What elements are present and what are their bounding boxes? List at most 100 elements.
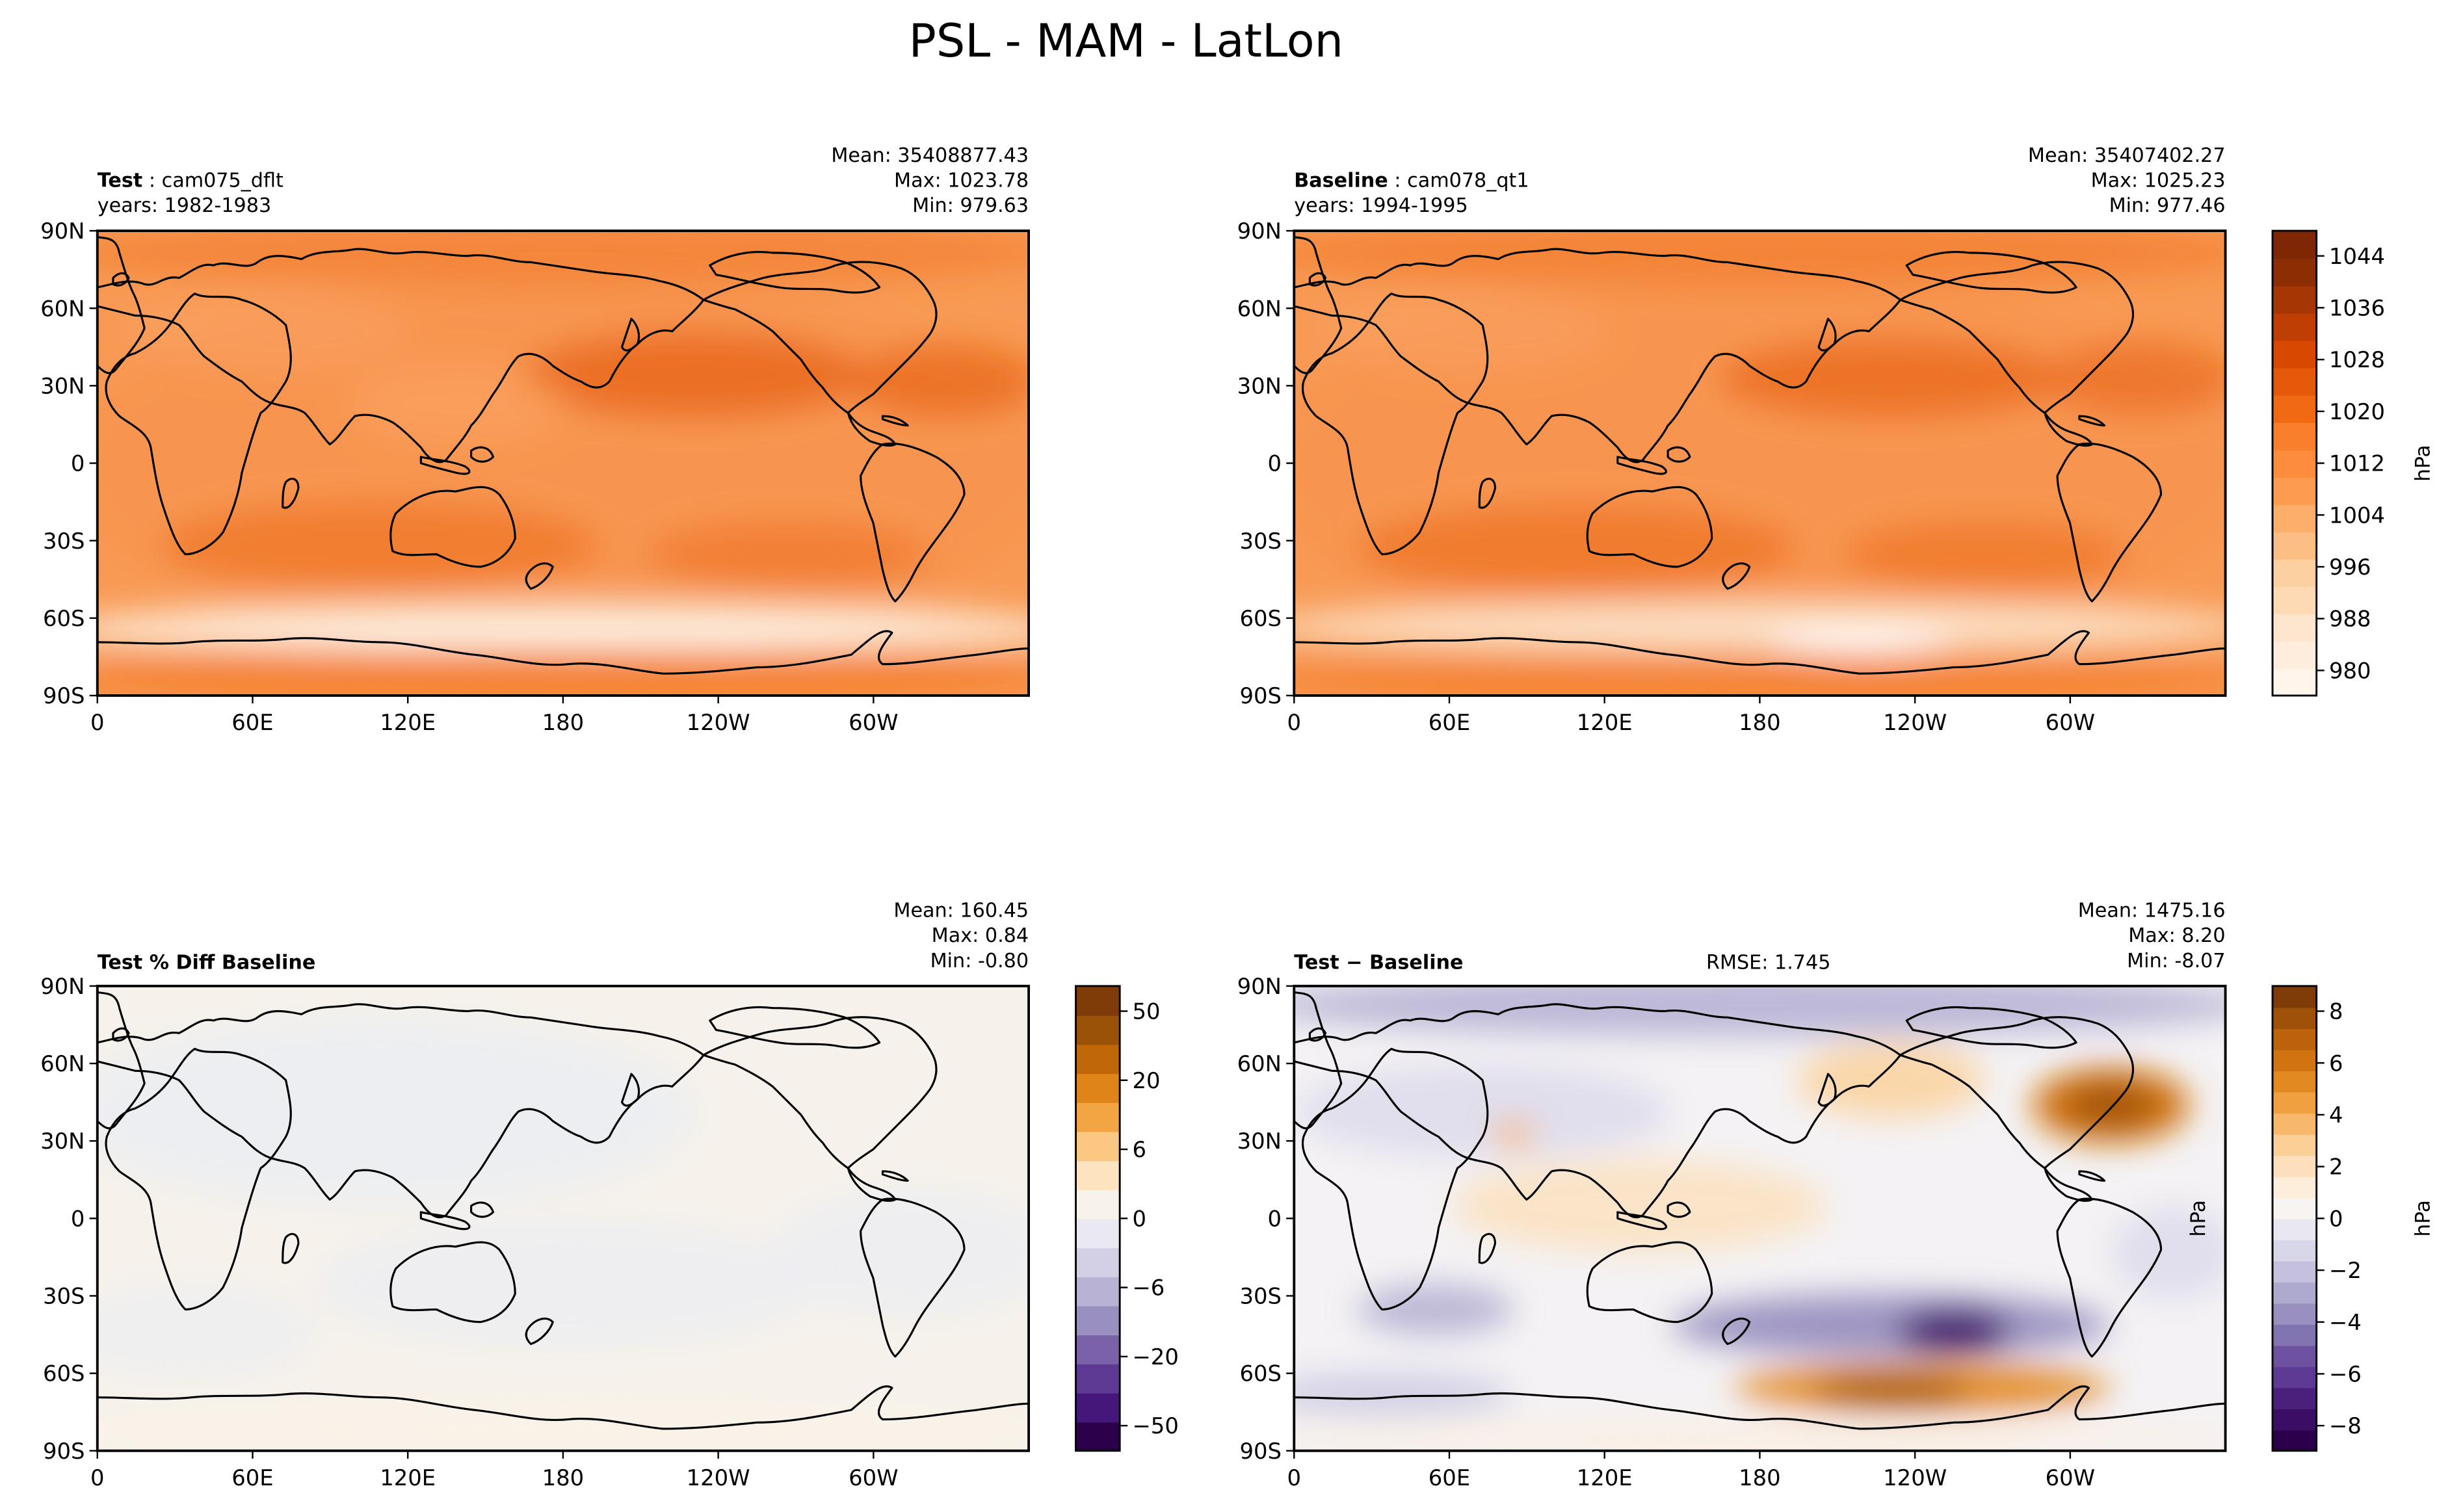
colorbar-segment: [2272, 1134, 2317, 1156]
colorbar-segment: [1075, 1335, 1120, 1364]
x-tick-label: 120W: [687, 1465, 750, 1491]
contour-region: [1294, 1064, 1671, 1159]
colorbar-segment: [2272, 1218, 2317, 1241]
colorbar-segment: [2272, 1176, 2317, 1199]
panel-stat: Min: -0.80: [930, 950, 1029, 972]
coastline-africa: [1294, 236, 1343, 530]
coastline-namerica: [702, 261, 938, 414]
x-tick-label: 120E: [380, 710, 436, 735]
contour-region: [97, 623, 1029, 649]
colorbar-segment: [2272, 367, 2317, 396]
panel-stat: Mean: 1475.16: [2078, 900, 2226, 922]
x-tick-label: 0: [90, 1465, 105, 1491]
coastline-nz: [1722, 562, 1751, 590]
x-tick-label: 180: [1739, 710, 1781, 735]
colorbar-tick-label: 1044: [2329, 244, 2385, 269]
cbar-pct: 50 20 6 0 −6 −20 −50: [1075, 985, 1179, 1452]
x-tick-label: 120W: [1883, 1465, 1947, 1491]
y-tick-label: 90N: [40, 974, 85, 999]
coastline-africa: [97, 236, 146, 530]
y-tick-label: 0: [71, 451, 85, 476]
coastline-australia: [389, 1241, 516, 1323]
y-tick-label: 0: [1267, 451, 1282, 476]
x-tick-label: 60W: [2046, 1465, 2095, 1491]
colorbar-segment: [1075, 1189, 1120, 1219]
x-tick-label: 60W: [849, 710, 898, 735]
x-tick-label: 120W: [687, 710, 750, 735]
panel-rmse: RMSE: 1.745: [1706, 951, 1830, 974]
colorbar-tick-label: 1028: [2329, 347, 2385, 372]
contour-region: [2048, 341, 2226, 417]
x-tick-label: 0: [90, 710, 105, 735]
contour-region: [1797, 1042, 1986, 1118]
y-tick-label: 60N: [1237, 296, 1282, 321]
coastline-africa: [97, 991, 146, 1286]
contour-region: [1451, 1158, 1828, 1253]
colorbar-tick-label: 1036: [2329, 295, 2385, 320]
panel-stat: Min: 979.63: [912, 194, 1029, 217]
coastline-africa: [1294, 991, 1343, 1286]
x-tick-label: 180: [542, 710, 585, 735]
panel-stat: Mean: 160.45: [893, 900, 1029, 922]
coastline-samerica: [2056, 442, 2163, 603]
contour-region: [1356, 1284, 1514, 1335]
y-tick-label: 90N: [1237, 974, 1282, 999]
contour-region: [1294, 601, 2226, 652]
y-tick-label: 90S: [1239, 1439, 1281, 1464]
x-tick-label: 60E: [1429, 1465, 1470, 1491]
colorbar-segment: [1075, 1102, 1120, 1132]
x-tick-label: 120E: [1577, 1465, 1633, 1491]
coastline-greatbritain: [112, 1027, 130, 1042]
contour-region: [317, 1221, 820, 1348]
coastline-madagascar: [1478, 477, 1497, 509]
coastline-africa2: [1302, 1047, 1489, 1310]
x-tick-label: 60W: [849, 1465, 898, 1491]
colorbar-segment: [2272, 558, 2317, 587]
colorbar-tick-label: 8: [2329, 999, 2343, 1024]
colorbar-tick-label: −50: [1132, 1413, 1178, 1439]
coastline-africa2: [105, 1047, 292, 1310]
x-tick-label: 60E: [231, 710, 273, 735]
coastline-caribbean: [2078, 1170, 2106, 1182]
coastlines: [1294, 991, 2226, 1430]
colorbar-tick-label: 996: [2329, 554, 2371, 580]
colorbar-tick-label: −20: [1132, 1344, 1178, 1370]
coastline-indonesia: [419, 1201, 495, 1231]
contour-region: [1718, 337, 2064, 419]
panel-stat: Mean: 35407402.27: [2028, 144, 2226, 167]
coastline-namerica: [1899, 1016, 2135, 1169]
contour-region: [2066, 1083, 2155, 1128]
colorbar-label: hPa: [2412, 1200, 2435, 1237]
colorbar-segment: [2272, 1408, 2317, 1431]
coastline-eurasia: [97, 248, 705, 463]
panel-stat: Mean: 35408877.43: [831, 144, 1029, 167]
colorbar-segment: [2272, 1345, 2317, 1368]
colorbar-tick-label: 6: [1132, 1137, 1146, 1162]
y-tick-label: 0: [71, 1206, 85, 1231]
colorbar-tick-label: 0: [1132, 1206, 1146, 1231]
map-frame: [1293, 984, 2227, 1452]
coastline-caribbean: [881, 415, 909, 427]
x-tick-label: 60E: [231, 1465, 273, 1491]
colorbar-segment: [2272, 1070, 2317, 1093]
y-tick-label: 30N: [40, 1128, 85, 1154]
colorbar-tick-label: 50: [1132, 999, 1160, 1024]
contour-region: [1765, 629, 1954, 655]
colorbar-tick-label: −8: [2329, 1413, 2362, 1439]
coastline-namerica: [702, 1016, 938, 1169]
panel-stat: Max: 8.20: [2128, 924, 2225, 947]
cbar-top: 1044 1036 1028 1020 1012 1004 996 988 980 hPa: [2271, 229, 2435, 697]
x-tick-label: 60W: [2046, 710, 2095, 735]
coastline-japan: [620, 317, 640, 352]
coastline-australia: [389, 486, 516, 568]
y-tick-label: 30N: [40, 373, 85, 398]
coastline-samerica: [860, 1197, 966, 1358]
colorbar-tick-label: −6: [2329, 1362, 2362, 1387]
contour-region: [1812, 1375, 1969, 1407]
y-tick-label: 30N: [1237, 1128, 1282, 1154]
contour-region: [349, 362, 569, 445]
coastline-eurasia: [1294, 1003, 1902, 1219]
